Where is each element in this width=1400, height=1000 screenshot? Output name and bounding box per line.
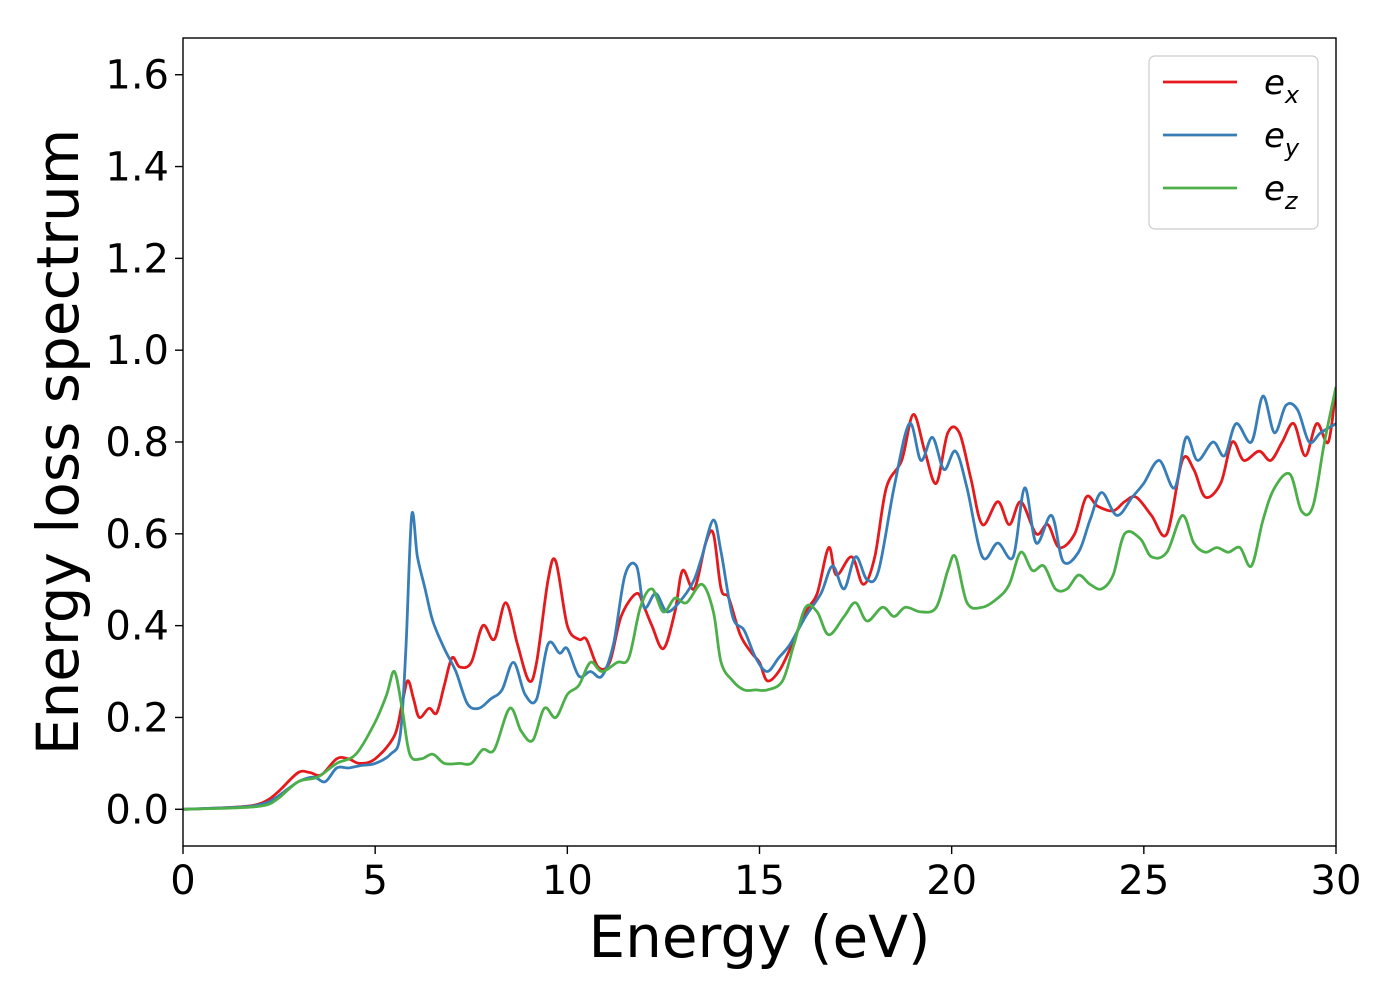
y-tick-label: 1.6 <box>105 53 169 99</box>
y-tick-label: 0.2 <box>105 695 169 741</box>
x-tick-label: 15 <box>734 858 785 904</box>
y-tick-label: 1.4 <box>105 145 169 191</box>
legend-label-ez: ez <box>1264 169 1299 215</box>
y-tick-label: 0.0 <box>105 787 169 833</box>
series-line-ey <box>183 394 1336 811</box>
legend-frame <box>1148 55 1319 230</box>
x-ticks: 0 5 10 15 20 25 30 <box>170 846 1361 904</box>
x-tick-label: 25 <box>1118 858 1169 904</box>
series-line-ex <box>183 386 1336 811</box>
y-axis-title: Energy loss spectrum <box>24 129 92 755</box>
y-tick-label: 0.6 <box>105 512 169 558</box>
y-tick-label: 0.4 <box>105 604 169 650</box>
x-tick-label: 0 <box>170 858 195 904</box>
x-tick-label: 30 <box>1311 858 1362 904</box>
legend: ex ey ez <box>1148 55 1319 230</box>
x-tick-label: 20 <box>926 858 977 904</box>
x-tick-label: 10 <box>542 858 593 904</box>
y-tick-label: 1.0 <box>105 328 169 374</box>
x-tick-label: 5 <box>362 858 387 904</box>
legend-label-ex: ex <box>1264 63 1300 109</box>
x-axis-title: Energy (eV) <box>588 903 930 971</box>
y-tick-label: 0.8 <box>105 420 169 466</box>
y-tick-label: 1.2 <box>105 236 169 282</box>
series-line-ez <box>183 386 1336 811</box>
legend-label-ey: ey <box>1264 116 1300 162</box>
y-ticks: 0.0 0.2 0.4 0.6 0.8 1.0 1.2 1.4 1.6 <box>105 53 183 833</box>
series-layer <box>183 386 1336 811</box>
legend-items: ex ey ez <box>1163 63 1300 215</box>
